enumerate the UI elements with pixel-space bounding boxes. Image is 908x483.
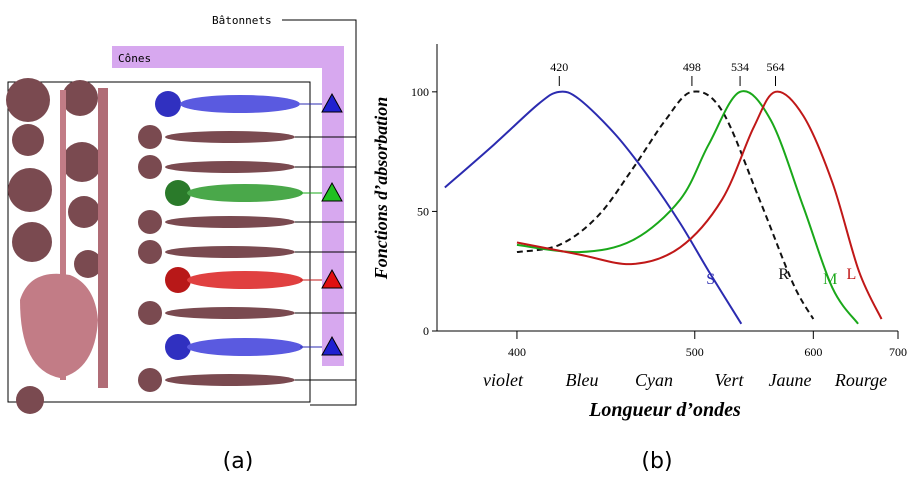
series-label: S <box>706 271 715 288</box>
x-axis-label: Longueur d’ondes <box>588 399 741 421</box>
series-label: M <box>823 271 837 288</box>
caption: (a) <box>223 449 254 474</box>
peak-label: 564 <box>766 60 784 74</box>
peak-label: 498 <box>683 60 701 74</box>
color-name: Vert <box>715 370 745 390</box>
color-name: Rourge <box>834 370 887 390</box>
x-tick-label: 600 <box>804 345 822 359</box>
color-name: Cyan <box>635 370 673 390</box>
rods-label: Bâtonnets <box>212 14 272 27</box>
y-tick-label: 50 <box>417 204 429 218</box>
photoreceptors <box>138 91 356 392</box>
curve <box>444 90 743 325</box>
caption: (b) <box>641 449 672 474</box>
color-name: violet <box>483 370 524 390</box>
peak-label: 534 <box>731 60 749 74</box>
curve <box>516 90 859 325</box>
x-tick-label: 400 <box>508 345 526 359</box>
y-axis-label: Fonctions d’absorbation <box>371 97 391 281</box>
color-name: Bleu <box>566 370 599 390</box>
retina-diagram: Cônes Bâtonnets <box>6 14 357 414</box>
cones-label: Cônes <box>118 52 151 65</box>
chart: 0 50 100 400 500 600 700 420 498 534 564 violet Bleu… <box>371 44 907 421</box>
y-tick-label: 0 <box>423 324 429 338</box>
series-label: L <box>847 266 857 283</box>
y-tick-label: 100 <box>411 85 429 99</box>
x-tick-label: 700 <box>889 345 907 359</box>
peak-label: 420 <box>550 60 568 74</box>
x-tick-label: 500 <box>686 345 704 359</box>
color-name: Jaune <box>769 370 812 390</box>
curve <box>516 90 883 320</box>
curve <box>516 90 815 320</box>
series-label: R <box>778 266 789 283</box>
